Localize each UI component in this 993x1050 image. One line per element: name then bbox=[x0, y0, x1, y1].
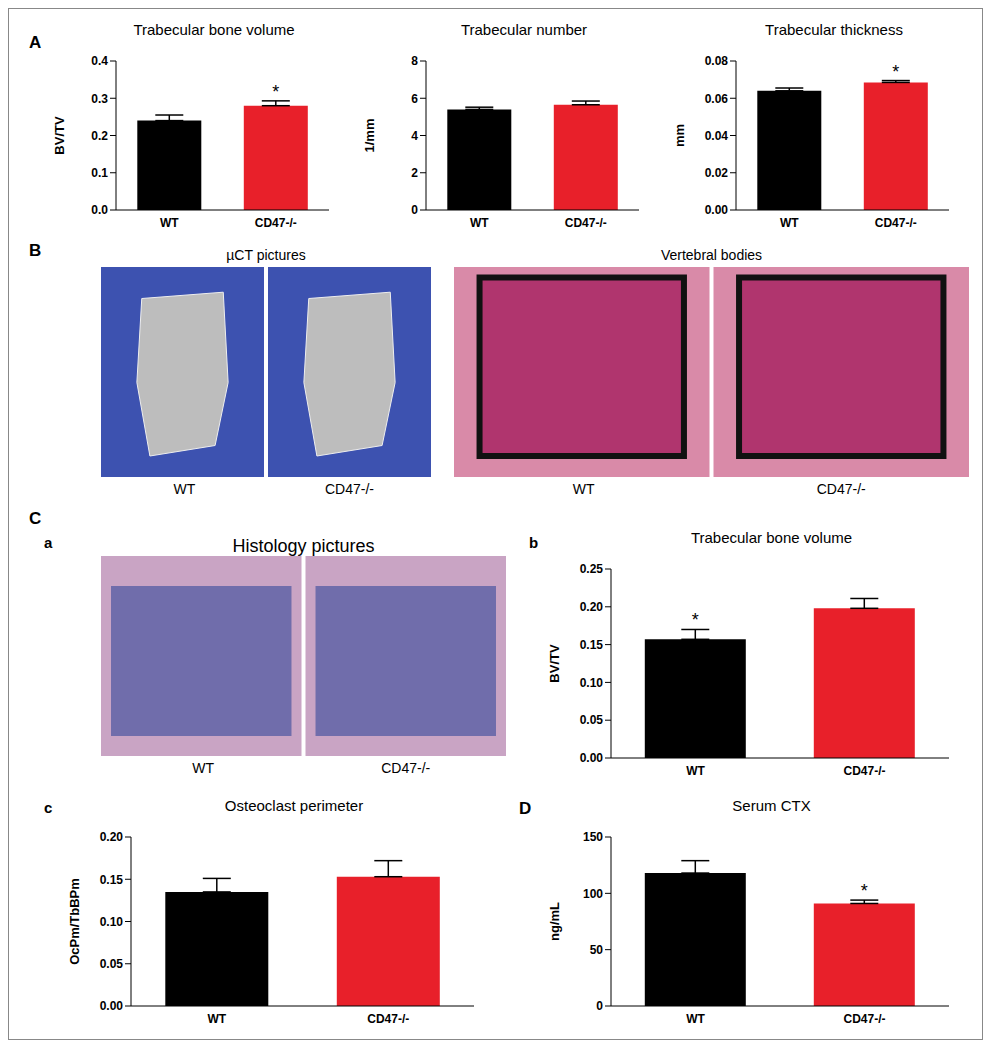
html-text:B: B bbox=[29, 241, 42, 260]
svg-text:2: 2 bbox=[411, 166, 418, 180]
svg-text:0.00: 0.00 bbox=[705, 203, 729, 217]
svg-text:6: 6 bbox=[411, 92, 418, 106]
svg-text:8: 8 bbox=[411, 54, 418, 68]
svg-text:4: 4 bbox=[411, 129, 418, 143]
svg-text:0.4: 0.4 bbox=[91, 54, 108, 68]
html-text:D: D bbox=[519, 799, 532, 818]
svg-text:CD47-/-: CD47-/- bbox=[843, 764, 885, 778]
svg-text:0.10: 0.10 bbox=[100, 915, 124, 929]
svg-text:0.10: 0.10 bbox=[580, 676, 604, 690]
html-text:WT: WT bbox=[192, 760, 215, 776]
svg-text:150: 150 bbox=[583, 830, 603, 844]
svg-text:CD47-/-: CD47-/- bbox=[565, 216, 607, 230]
html-text:Trabecular number: Trabecular number bbox=[460, 21, 588, 38]
html-text:WT: WT bbox=[572, 481, 595, 497]
html-text:CD47-/-: CD47-/- bbox=[325, 481, 374, 497]
svg-text:WT: WT bbox=[207, 1012, 226, 1026]
html-text:Serum CTX: Serum CTX bbox=[732, 797, 811, 814]
svg-text:WT: WT bbox=[686, 1012, 705, 1026]
svg-text:0.0: 0.0 bbox=[91, 203, 108, 217]
html-text:Osteoclast perimeter: Osteoclast perimeter bbox=[224, 797, 364, 814]
html-text:CD47-/-: CD47-/- bbox=[381, 760, 431, 776]
html-text:Trabecular bone volume: Trabecular bone volume bbox=[133, 21, 295, 38]
svg-text:0.06: 0.06 bbox=[705, 92, 729, 106]
html-text:CD47-/-: CD47-/- bbox=[816, 481, 866, 497]
svg-text:*: * bbox=[861, 881, 868, 901]
svg-text:0.05: 0.05 bbox=[100, 957, 124, 971]
html-text:Histology pictures: Histology pictures bbox=[232, 536, 375, 556]
html-text:Trabecular bone volume: Trabecular bone volume bbox=[690, 529, 853, 546]
svg-text:BV/TV: BV/TV bbox=[52, 116, 67, 155]
svg-text:mm: mm bbox=[672, 124, 687, 147]
svg-text:0.20: 0.20 bbox=[100, 830, 124, 844]
svg-text:100: 100 bbox=[583, 887, 603, 901]
svg-text:0.02: 0.02 bbox=[705, 166, 729, 180]
html-text:Vertebral bodies: Vertebral bodies bbox=[660, 247, 763, 263]
svg-text:1/mm: 1/mm bbox=[362, 119, 377, 153]
svg-text:BV/TV: BV/TV bbox=[547, 644, 562, 683]
html-text:C: C bbox=[29, 509, 42, 528]
svg-text:0: 0 bbox=[596, 999, 603, 1013]
svg-text:ng/mL: ng/mL bbox=[547, 902, 562, 941]
svg-text:WT: WT bbox=[780, 216, 799, 230]
svg-text:*: * bbox=[692, 610, 699, 630]
svg-text:0.3: 0.3 bbox=[91, 92, 108, 106]
html-text:c: c bbox=[44, 799, 53, 816]
svg-text:0.1: 0.1 bbox=[91, 166, 108, 180]
svg-text:*: * bbox=[892, 62, 899, 82]
svg-text:0.2: 0.2 bbox=[91, 129, 108, 143]
html-text:Trabecular thickness: Trabecular thickness bbox=[765, 21, 903, 38]
html-text:A: A bbox=[29, 33, 42, 52]
svg-text:CD47-/-: CD47-/- bbox=[875, 216, 917, 230]
svg-text:WT: WT bbox=[470, 216, 489, 230]
svg-text:0.15: 0.15 bbox=[580, 638, 604, 652]
svg-text:0.08: 0.08 bbox=[705, 54, 729, 68]
html-text:µCT pictures: µCT pictures bbox=[226, 247, 306, 263]
svg-text:50: 50 bbox=[590, 943, 604, 957]
svg-text:0.05: 0.05 bbox=[580, 713, 604, 727]
html-text:b: b bbox=[529, 534, 539, 551]
svg-text:WT: WT bbox=[160, 216, 179, 230]
svg-text:WT: WT bbox=[686, 764, 705, 778]
svg-text:0.00: 0.00 bbox=[580, 751, 604, 765]
svg-text:0.20: 0.20 bbox=[580, 600, 604, 614]
svg-text:OcPm/TbBPm: OcPm/TbBPm bbox=[67, 878, 82, 965]
svg-text:CD47-/-: CD47-/- bbox=[255, 216, 297, 230]
html-text:a: a bbox=[44, 534, 53, 551]
svg-text:0.15: 0.15 bbox=[100, 873, 124, 887]
svg-text:CD47-/-: CD47-/- bbox=[843, 1012, 885, 1026]
svg-text:0: 0 bbox=[411, 203, 418, 217]
svg-text:CD47-/-: CD47-/- bbox=[367, 1012, 409, 1026]
svg-text:*: * bbox=[272, 82, 279, 102]
svg-text:0.04: 0.04 bbox=[705, 129, 729, 143]
svg-text:0.25: 0.25 bbox=[580, 562, 604, 576]
svg-text:0.00: 0.00 bbox=[100, 999, 124, 1013]
html-text:WT: WT bbox=[173, 481, 196, 497]
